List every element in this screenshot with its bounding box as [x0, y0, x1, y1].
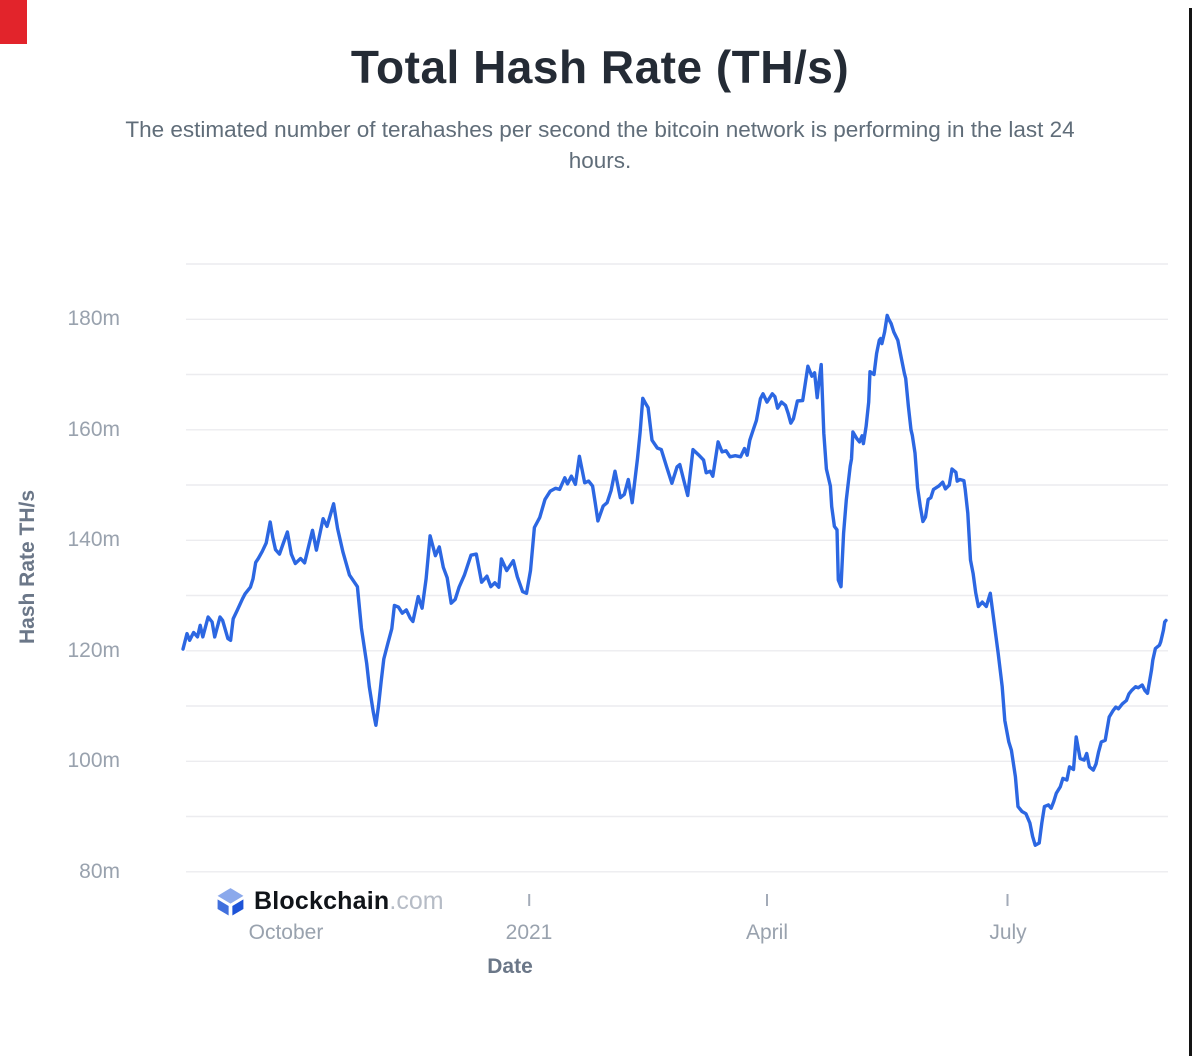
y-tick-label-80m: 80m — [79, 860, 120, 883]
screen-corner-red-marker — [0, 0, 27, 44]
blockchain-cube-icon — [217, 887, 244, 915]
hash-rate-series-line[interactable] — [181, 313, 1168, 847]
window-right-edge — [1189, 8, 1192, 1056]
blockchain-logo[interactable]: Blockchain.com — [215, 884, 444, 918]
x-axis-title: Date — [487, 955, 533, 978]
page-title: Total Hash Rate (TH/s) — [350, 41, 850, 93]
x-tick-label-2021: 2021 — [505, 921, 553, 944]
logo-text: Blockchain — [254, 886, 390, 915]
y-tick-label-120m: 120m — [67, 639, 120, 662]
x-tick-label-october: October — [248, 921, 324, 944]
x-tick-label-july: July — [989, 921, 1027, 944]
x-tick-label-april: April — [745, 921, 788, 944]
y-tick-label-140m: 140m — [67, 528, 120, 551]
y-tick-label-100m: 100m — [67, 749, 120, 772]
logo-suffix: .com — [389, 886, 444, 915]
y-tick-label-160m: 160m — [67, 418, 120, 441]
y-tick-label-180m: 180m — [67, 307, 120, 330]
page-subtitle: The estimated number of terahashes per s… — [125, 117, 1075, 173]
